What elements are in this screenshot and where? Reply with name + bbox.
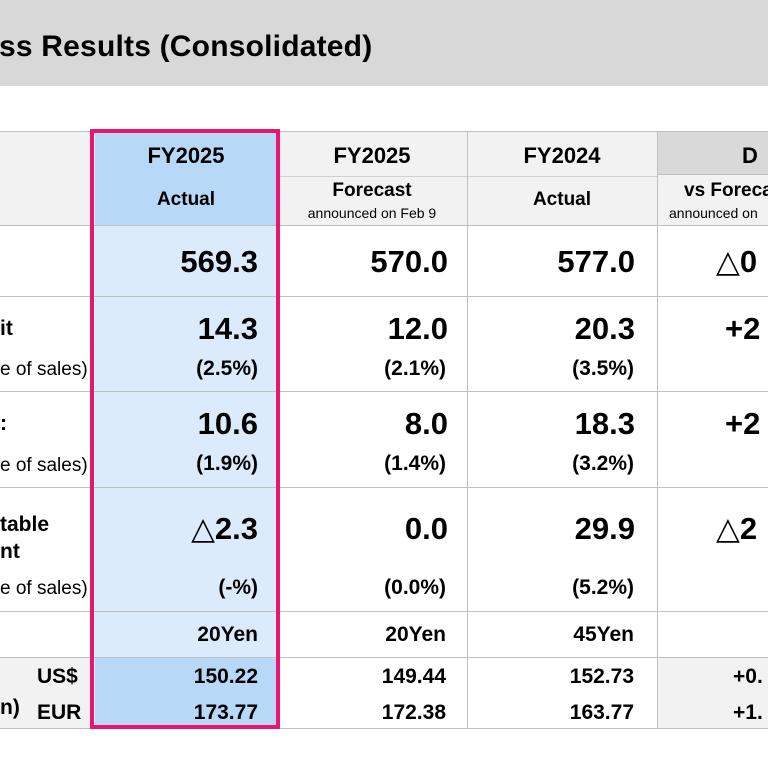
cell-value: 12.0 bbox=[387, 311, 448, 346]
cell-value: 577.0 bbox=[557, 244, 635, 279]
cell-pct: (1.4%) bbox=[384, 452, 446, 475]
cell-pct: (3.5%) bbox=[572, 357, 634, 380]
row-sublabel: e of sales) bbox=[0, 455, 88, 476]
cell-value: 149.44 bbox=[381, 665, 446, 688]
cell-value: △2 bbox=[716, 511, 758, 546]
col-year: D bbox=[742, 143, 758, 168]
header-fy2025-forecast bbox=[277, 131, 467, 225]
row-sublabel: e of sales) bbox=[0, 578, 88, 599]
col-type: Forecast bbox=[332, 180, 412, 201]
fx-diff-bg bbox=[657, 657, 768, 728]
header-fy2024-actual bbox=[467, 131, 657, 225]
header-label-cell bbox=[0, 131, 95, 225]
title-bar: ss Results (Consolidated) bbox=[0, 0, 768, 86]
cell-pct: (1.9%) bbox=[196, 452, 258, 475]
row-label: nt bbox=[0, 540, 20, 563]
cell-value: △0 bbox=[716, 244, 758, 279]
cell-value: +2 bbox=[725, 311, 761, 346]
currency-label: EUR bbox=[37, 701, 82, 724]
col-type: Actual bbox=[156, 189, 216, 210]
cell-value: 173.77 bbox=[193, 701, 258, 724]
row-label: : bbox=[0, 412, 7, 435]
row-label: n) bbox=[0, 696, 20, 719]
row-sublabel: e of sales) bbox=[0, 359, 88, 380]
cell-value: 152.73 bbox=[569, 665, 634, 688]
cell-value: 20Yen bbox=[385, 623, 446, 646]
cell-value: +1. bbox=[733, 701, 763, 724]
row-label: it bbox=[0, 317, 13, 340]
cell-pct: (2.1%) bbox=[384, 357, 446, 380]
col-year: FY2024 bbox=[523, 143, 601, 168]
currency-label: US$ bbox=[37, 665, 78, 688]
cell-value: 20.3 bbox=[574, 311, 635, 346]
cell-value: 569.3 bbox=[180, 244, 258, 279]
grid-line bbox=[0, 296, 768, 297]
row-label: table bbox=[0, 513, 50, 536]
col-note: announced on Feb 9 bbox=[307, 205, 437, 221]
cell-value: 20Yen bbox=[197, 623, 258, 646]
cell-pct: (2.5%) bbox=[196, 357, 258, 380]
cell-value: △2.3 bbox=[191, 511, 258, 546]
cell-pct: (0.0%) bbox=[384, 576, 446, 599]
cell-value: 14.3 bbox=[197, 311, 258, 346]
col-type: vs Foreca bbox=[684, 180, 768, 201]
fx-label-bg bbox=[0, 657, 95, 728]
cell-value: 150.22 bbox=[193, 665, 258, 688]
cell-value: 29.9 bbox=[574, 511, 635, 546]
header-fy2025-actual bbox=[95, 131, 277, 225]
page-title: ss Results (Consolidated) bbox=[0, 30, 373, 63]
grid-line bbox=[0, 391, 768, 392]
cell-value: 172.38 bbox=[381, 701, 446, 724]
cell-pct: (3.2%) bbox=[572, 452, 634, 475]
col-type: Actual bbox=[532, 189, 592, 210]
highlight-frame bbox=[90, 129, 280, 729]
cell-pct: (-%) bbox=[218, 576, 258, 599]
cell-value: 163.77 bbox=[569, 701, 634, 724]
cell-value: +2 bbox=[725, 406, 761, 441]
grid-line bbox=[0, 611, 768, 612]
grid-line bbox=[0, 728, 768, 729]
header-diff-sub bbox=[657, 174, 768, 225]
actual-column-bg bbox=[95, 225, 277, 657]
grid-line bbox=[0, 657, 768, 658]
cell-value: 18.3 bbox=[574, 406, 635, 441]
grid-line bbox=[467, 131, 468, 728]
col-year: FY2025 bbox=[147, 143, 225, 168]
cell-pct: (5.2%) bbox=[572, 576, 634, 599]
grid-line bbox=[0, 225, 768, 226]
cell-value: 45Yen bbox=[573, 623, 634, 646]
grid-line bbox=[657, 131, 658, 728]
col-year: FY2025 bbox=[333, 143, 411, 168]
cell-value: 8.0 bbox=[404, 406, 448, 441]
cell-value: 10.6 bbox=[197, 406, 258, 441]
cell-value: 570.0 bbox=[370, 244, 448, 279]
grid-line bbox=[0, 487, 768, 488]
cell-value: +0. bbox=[733, 665, 763, 688]
col-note: announced on bbox=[669, 205, 758, 221]
cell-value: 0.0 bbox=[404, 511, 448, 546]
fx-actual-bg bbox=[95, 657, 277, 728]
